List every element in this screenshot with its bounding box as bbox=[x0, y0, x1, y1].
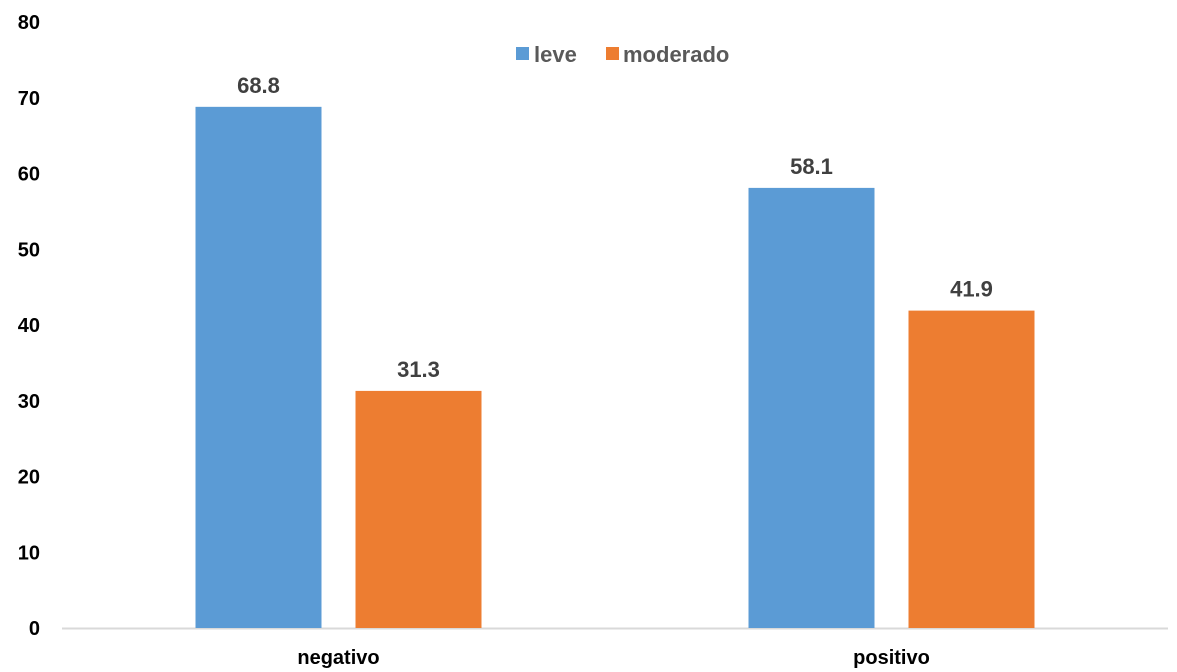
x-tick-label-negativo: negativo bbox=[297, 647, 379, 669]
y-tick-label: 30 bbox=[18, 391, 40, 413]
data-label-moderado-negativo: 31.3 bbox=[397, 357, 440, 382]
y-tick-label: 70 bbox=[18, 88, 40, 110]
y-tick-label: 0 bbox=[29, 618, 40, 640]
bars bbox=[195, 106, 1035, 629]
y-tick-label: 40 bbox=[18, 315, 40, 337]
y-tick-label: 50 bbox=[18, 239, 40, 261]
legend-label-moderado: moderado bbox=[623, 42, 729, 67]
data-label-leve-positivo: 58.1 bbox=[790, 154, 833, 179]
x-tick-label-positivo: positivo bbox=[853, 647, 930, 669]
data-labels: 68.8 31.3 58.1 41.9 bbox=[237, 73, 993, 382]
y-tick-label: 10 bbox=[18, 542, 40, 564]
bar-leve-positivo bbox=[748, 187, 875, 628]
bar-leve-negativo bbox=[195, 106, 322, 629]
legend: leve moderado bbox=[516, 42, 729, 67]
legend-swatch-leve bbox=[516, 47, 529, 60]
legend-label-leve: leve bbox=[534, 42, 577, 67]
bar-moderado-positivo bbox=[908, 310, 1035, 628]
legend-swatch-moderado bbox=[606, 47, 619, 60]
y-axis: 0 10 20 30 40 50 60 70 80 bbox=[18, 12, 40, 640]
data-label-moderado-positivo: 41.9 bbox=[950, 277, 993, 302]
y-tick-label: 20 bbox=[18, 467, 40, 489]
y-tick-label: 60 bbox=[18, 164, 40, 186]
x-axis: negativo positivo bbox=[62, 627, 1168, 669]
data-label-leve-negativo: 68.8 bbox=[237, 73, 280, 98]
y-tick-label: 80 bbox=[18, 12, 40, 34]
bar-moderado-negativo bbox=[355, 390, 482, 628]
